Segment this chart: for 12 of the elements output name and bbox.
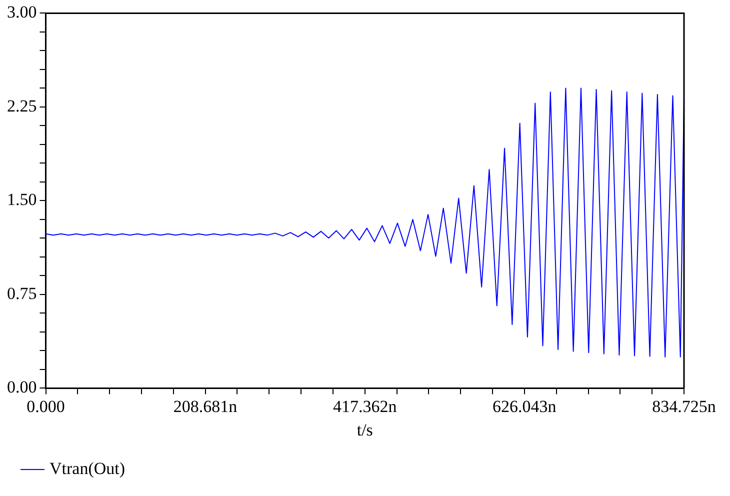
- legend-label: Vtran(Out): [50, 458, 126, 478]
- x-axis-title: t/s: [356, 420, 373, 440]
- y-tick-label: 0.75: [7, 284, 37, 303]
- y-tick-label: 1.50: [7, 190, 37, 210]
- x-tick-label: 0.000: [26, 396, 65, 416]
- y-tick-label: 2.25: [7, 96, 37, 116]
- x-tick-label: 208.681n: [173, 396, 238, 416]
- x-tick-label: 626.043n: [492, 396, 557, 416]
- y-tick-label: 3.00: [7, 2, 37, 22]
- x-tick-label: 834.725n: [652, 396, 716, 416]
- x-tick-label: 417.362n: [333, 396, 398, 416]
- y-tick-label: 0.00: [7, 378, 37, 397]
